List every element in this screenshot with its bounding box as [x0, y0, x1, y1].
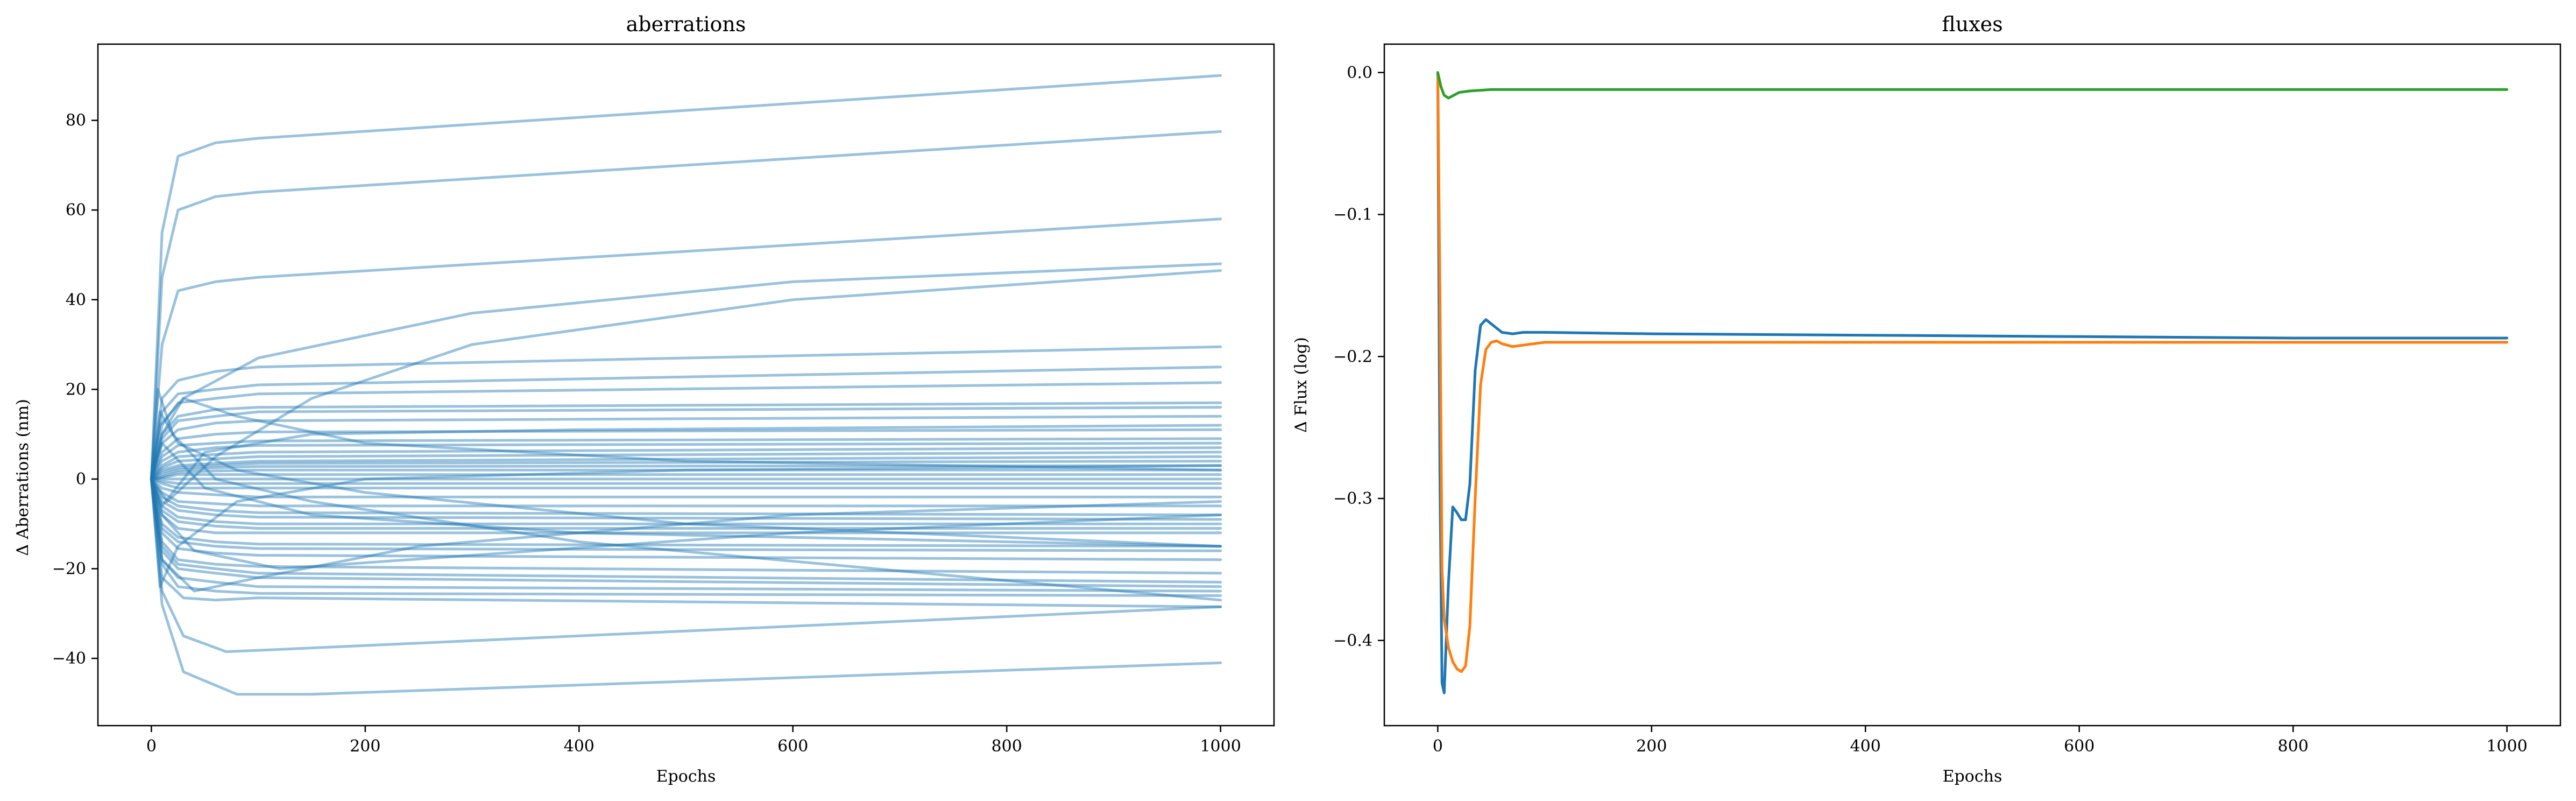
aberrations-y-tick-label: 20 [66, 380, 86, 399]
aberrations-panel: aberrations 0 200 400 600 800 1000 −40 −20 0 20 4… [13, 12, 1275, 786]
aberrations-x-tick-label: 400 [564, 737, 595, 756]
aberrations-y-label: Δ Aberrations (nm) [13, 399, 32, 556]
fluxes-x-tick-label: 800 [2278, 737, 2309, 756]
aberrations-series-line-20 [150, 473, 1222, 481]
aberrations-series-line-39 [150, 477, 1222, 608]
fluxes-x-tick-label: 600 [2064, 737, 2094, 756]
fluxes-y-tick-label: 0.0 [1347, 64, 1372, 82]
aberrations-series-group [150, 74, 1222, 696]
aberrations-series-line-32 [150, 477, 1222, 552]
fluxes-x-tick-label: 0 [1433, 737, 1443, 756]
aberrations-x-label: Epochs [656, 767, 716, 786]
aberrations-series-line-7 [150, 381, 1222, 481]
fluxes-x-tick-label: 200 [1636, 737, 1667, 756]
aberrations-series-line-16 [150, 455, 1222, 481]
fluxes-series-group [1436, 71, 2509, 694]
aberrations-series-line-23 [150, 477, 1222, 490]
aberrations-y-tick-label: 60 [66, 201, 86, 220]
fluxes-title: fluxes [1942, 12, 2002, 36]
fluxes-series-line-1 [1436, 71, 2509, 673]
fluxes-series-line-0 [1436, 71, 2509, 694]
fluxes-x-tick-label: 1000 [2486, 737, 2527, 756]
aberrations-x-tick-label: 600 [777, 737, 808, 756]
aberrations-y-tick-label: 40 [66, 291, 86, 310]
aberrations-series-line-22 [150, 477, 1222, 485]
aberrations-series-line-47 [150, 477, 1222, 570]
aberrations-y-ticks: −40 −20 0 20 40 60 80 [52, 111, 98, 668]
aberrations-y-tick-label: −20 [52, 559, 86, 578]
aberrations-series-line-13 [150, 441, 1222, 481]
fluxes-y-tick-label: −0.3 [1333, 489, 1372, 508]
aberrations-series-line-42 [150, 388, 1222, 602]
aberrations-series-line-11 [150, 428, 1222, 481]
fluxes-axes-frame [1383, 43, 2561, 727]
aberrations-series-line-3 [150, 262, 1222, 481]
aberrations-series-line-6 [150, 366, 1222, 481]
aberrations-series-line-44 [150, 410, 1222, 548]
aberrations-series-line-8 [150, 401, 1222, 481]
fluxes-y-tick-label: −0.4 [1333, 631, 1372, 650]
aberrations-series-line-26 [150, 477, 1222, 516]
aberrations-series-line-24 [150, 477, 1222, 498]
fluxes-y-tick-label: −0.1 [1333, 206, 1372, 224]
aberrations-series-line-25 [150, 477, 1222, 508]
aberrations-series-line-14 [150, 446, 1222, 481]
aberrations-series-line-17 [150, 460, 1222, 481]
aberrations-series-line-45 [150, 477, 1222, 593]
aberrations-series-line-48 [150, 441, 1222, 548]
aberrations-series-line-28 [150, 477, 1222, 525]
aberrations-title: aberrations [626, 12, 746, 36]
aberrations-y-tick-label: 0 [76, 470, 86, 489]
fluxes-x-ticks: 0 200 400 600 800 1000 [1433, 726, 2528, 756]
aberrations-x-tick-label: 800 [992, 737, 1022, 756]
aberrations-series-line-5 [150, 345, 1222, 481]
aberrations-series-line-46 [150, 397, 1222, 481]
fluxes-y-ticks: 0.0 −0.1 −0.2 −0.3 −0.4 [1333, 64, 1384, 650]
aberrations-series-line-15 [150, 451, 1222, 481]
aberrations-series-line-37 [150, 477, 1222, 593]
aberrations-series-line-30 [150, 477, 1222, 535]
aberrations-series-line-9 [150, 406, 1222, 481]
aberrations-series-line-19 [150, 468, 1222, 481]
aberrations-series-line-12 [150, 437, 1222, 481]
aberrations-series-line-34 [150, 477, 1222, 575]
aberrations-y-tick-label: −40 [52, 649, 86, 668]
aberrations-x-tick-label: 200 [350, 737, 380, 756]
aberrations-series-line-29 [150, 477, 1222, 530]
aberrations-series-line-1 [150, 130, 1222, 481]
aberrations-series-line-10 [150, 414, 1222, 481]
aberrations-series-line-4 [150, 269, 1222, 503]
aberrations-series-line-18 [150, 464, 1222, 481]
aberrations-series-line-41 [150, 477, 1222, 696]
aberrations-series-line-43 [150, 464, 1222, 588]
aberrations-series-line-0 [150, 74, 1222, 481]
aberrations-series-line-33 [150, 477, 1222, 561]
fluxes-x-tick-label: 400 [1850, 737, 1881, 756]
aberrations-series-line-35 [150, 477, 1222, 584]
aberrations-series-line-38 [150, 477, 1222, 597]
fluxes-y-label: Δ Flux (log) [1292, 337, 1311, 433]
aberrations-series-line-40 [150, 477, 1222, 654]
fluxes-y-tick-label: −0.2 [1333, 347, 1372, 366]
aberrations-series-line-36 [150, 477, 1222, 588]
aberrations-y-tick-label: 80 [66, 111, 86, 130]
fluxes-series-line-2 [1436, 71, 2509, 100]
aberrations-series-line-27 [150, 477, 1222, 521]
aberrations-series-line-31 [150, 477, 1222, 548]
aberrations-x-tick-label: 1000 [1200, 737, 1241, 756]
aberrations-x-tick-label: 0 [146, 737, 157, 756]
aberrations-x-ticks: 0 200 400 600 800 1000 [146, 726, 1241, 756]
fluxes-panel: fluxes 0 200 400 600 800 1000 0.0 −0.1 −0.2 −0.3… [1292, 12, 2561, 786]
aberrations-series-line-49 [150, 424, 1222, 508]
aberrations-series-line-2 [150, 217, 1222, 481]
fluxes-x-label: Epochs [1943, 767, 2002, 786]
aberrations-axes-frame [97, 43, 1275, 727]
